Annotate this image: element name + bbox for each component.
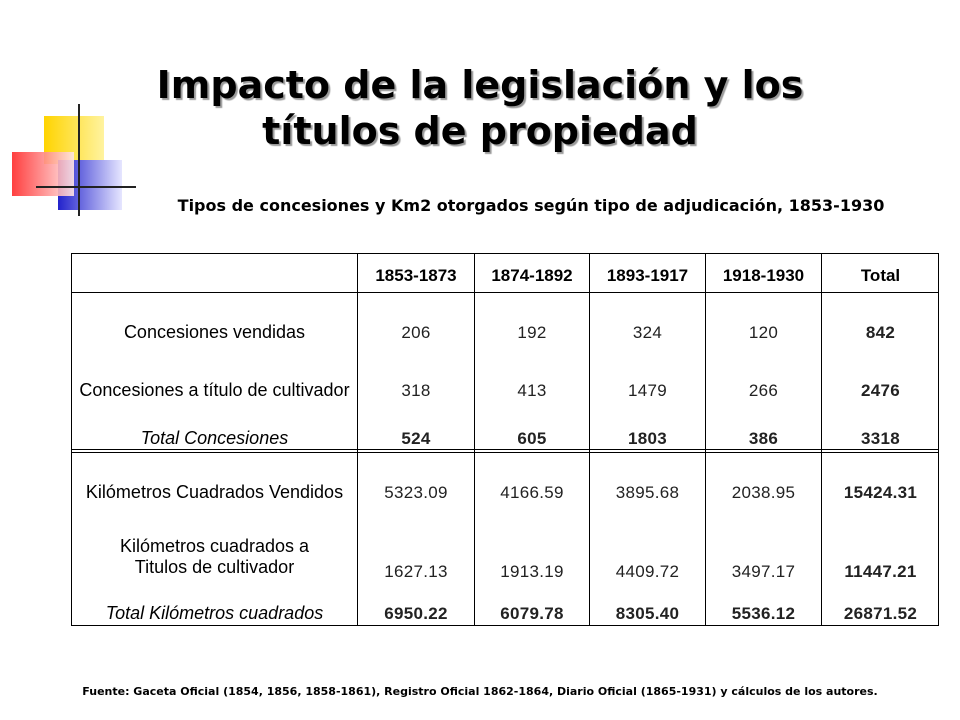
table-cell: 1627.13 bbox=[384, 561, 448, 581]
row-label: Concesiones vendidas bbox=[123, 321, 306, 342]
table-cell: 5323.09 bbox=[384, 482, 448, 502]
table-divider bbox=[357, 254, 358, 625]
data-table: 1853-1873 1874-1892 1893-1917 1918-1930 … bbox=[71, 253, 939, 626]
row-label: Total Concesiones bbox=[140, 427, 289, 448]
table-cell: 605 bbox=[517, 428, 547, 448]
column-header: 1874-1892 bbox=[491, 265, 573, 285]
table-cell: 2476 bbox=[860, 380, 901, 400]
source-footnote: Fuente: Gaceta Oficial (1854, 1856, 1858… bbox=[82, 685, 878, 698]
table-cell: 4166.59 bbox=[500, 482, 564, 502]
table-cell: 324 bbox=[632, 322, 663, 342]
table-cell: 524 bbox=[401, 428, 431, 448]
table-divider bbox=[474, 254, 475, 625]
column-header: Total bbox=[860, 265, 901, 285]
page-title: Impacto de la legislación y los títulos … bbox=[156, 63, 804, 153]
row-label: Concesiones a título de cultivador bbox=[79, 379, 350, 400]
table-divider bbox=[72, 449, 938, 453]
table-cell: 15424.31 bbox=[843, 482, 918, 502]
table-cell: 11447.21 bbox=[844, 561, 917, 581]
table-cell: 3318 bbox=[860, 428, 901, 448]
table-cell: 1803 bbox=[627, 428, 668, 448]
table-cell: 3497.17 bbox=[731, 561, 796, 581]
table-cell: 386 bbox=[748, 428, 779, 448]
table-cell: 4409.72 bbox=[615, 561, 680, 581]
row-label: Total Kilómetros cuadrados bbox=[105, 602, 324, 623]
decorative-corner-graphic bbox=[12, 104, 136, 216]
table-cell: 1913.19 bbox=[500, 561, 564, 581]
table-divider bbox=[589, 254, 590, 625]
table-cell: 26871.52 bbox=[843, 603, 918, 623]
row-label: Kilómetros cuadrados a Titulos de cultiv… bbox=[119, 536, 310, 577]
table-cell: 6079.78 bbox=[500, 603, 564, 623]
column-header: 1893-1917 bbox=[606, 265, 689, 285]
table-cell: 5536.12 bbox=[731, 603, 796, 623]
table-cell: 318 bbox=[401, 380, 431, 400]
table-divider bbox=[821, 254, 822, 625]
table-cell: 842 bbox=[865, 322, 896, 342]
table-cell: 2038.95 bbox=[731, 482, 796, 502]
table-divider bbox=[72, 292, 938, 293]
column-header: 1853-1873 bbox=[375, 265, 457, 285]
table-cell: 413 bbox=[517, 380, 547, 400]
column-header: 1918-1930 bbox=[722, 265, 805, 285]
table-cell: 8305.40 bbox=[615, 603, 680, 623]
table-cell: 1479 bbox=[627, 380, 668, 400]
table-cell: 120 bbox=[748, 322, 779, 342]
table-divider bbox=[705, 254, 706, 625]
table-cell: 3895.68 bbox=[615, 482, 680, 502]
table-subtitle: Tipos de concesiones y Km2 otorgados seg… bbox=[177, 196, 885, 215]
table-cell: 192 bbox=[517, 322, 547, 342]
table-cell: 6950.22 bbox=[384, 603, 448, 623]
row-label: Kilómetros Cuadrados Vendidos bbox=[85, 481, 344, 502]
table-cell: 206 bbox=[401, 322, 431, 342]
table-cell: 266 bbox=[748, 380, 779, 400]
